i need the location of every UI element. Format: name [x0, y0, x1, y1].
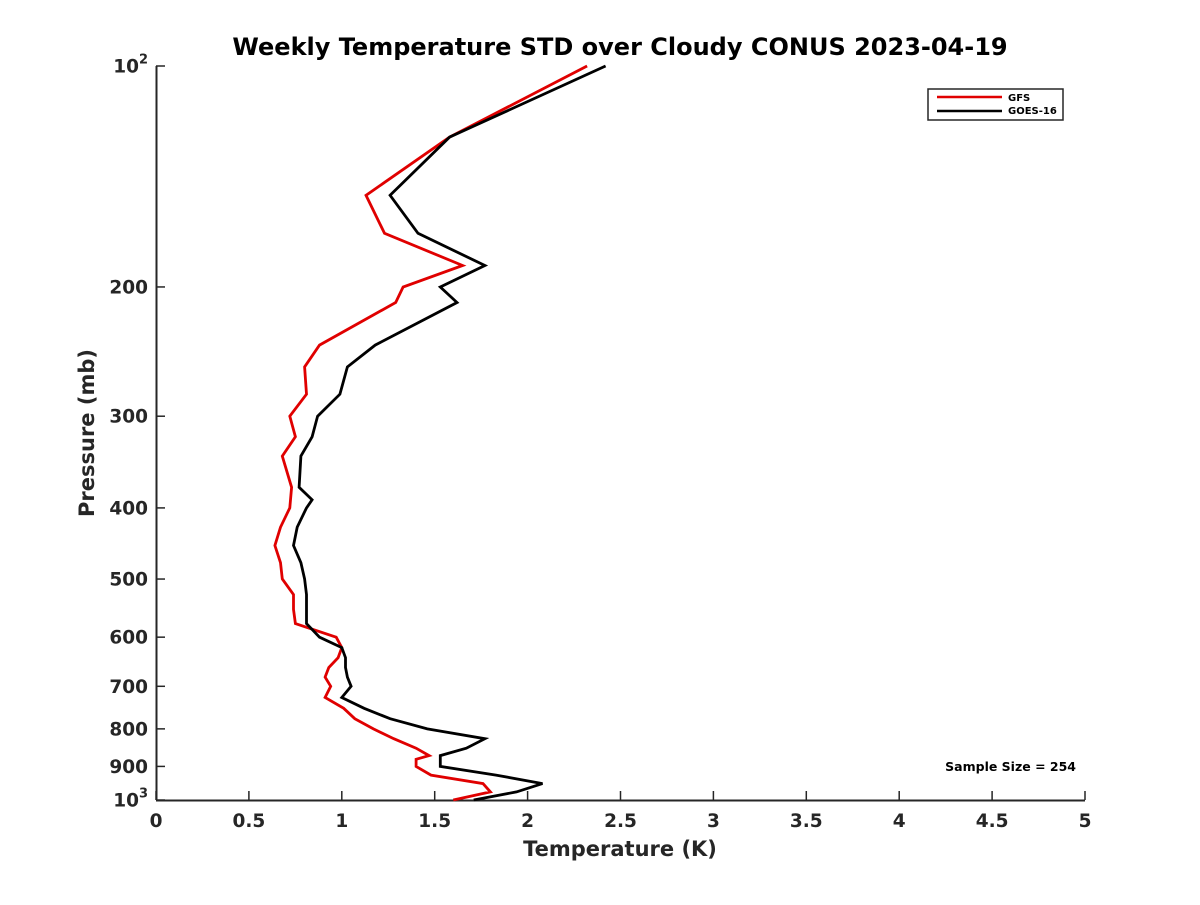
legend-label-gfs: GFS [1008, 93, 1030, 104]
y-tick-label-base: 400 [109, 498, 148, 519]
y-tick-label: 600 [109, 628, 148, 649]
y-tick-label-base: 600 [109, 628, 148, 649]
series-line-goes-16 [292, 64, 607, 802]
y-tick-label: 103 [113, 787, 148, 812]
legend: GFS GOES-16 [927, 88, 1064, 121]
x-tick-label: 5 [1079, 811, 1092, 832]
y-tick-label-exponent: 2 [139, 53, 148, 68]
y-tick-label-base: 700 [109, 677, 148, 698]
y-axis-label: Pressure (mb) [75, 349, 99, 517]
y-tick-label-base: 900 [109, 757, 148, 778]
x-tick-label: 1 [335, 811, 348, 832]
x-tick-label: 2.5 [604, 811, 637, 832]
y-tick-label: 700 [109, 677, 148, 698]
y-tick-label-base: 800 [109, 719, 148, 740]
y-tick-label-base: 200 [109, 277, 148, 298]
x-tick-label: 0 [150, 811, 163, 832]
x-tick-label: 3.5 [790, 811, 823, 832]
x-tick-label: 1.5 [418, 811, 451, 832]
y-tick-label: 102 [113, 53, 148, 78]
x-tick-label: 4.5 [976, 811, 1009, 832]
y-tick-label: 200 [109, 277, 148, 298]
series-group [273, 64, 607, 802]
y-tick-label-base: 10 [113, 791, 139, 812]
x-ticks: 0 0.5 1 1.5 2 2.5 3 3.5 4 4.5 5 [150, 791, 1092, 832]
x-tick-label: 2 [521, 811, 534, 832]
x-axis-label: Temperature (K) [523, 837, 717, 861]
y-tick-label-exponent: 3 [139, 787, 148, 802]
chart-title: Weekly Temperature STD over Cloudy CONUS… [232, 33, 1007, 61]
legend-box [927, 88, 1064, 121]
y-tick-label: 300 [109, 407, 148, 428]
y-tick-label-base: 10 [113, 57, 139, 78]
y-tick-label: 800 [109, 719, 148, 740]
axes [155, 66, 1085, 802]
y-tick-label-base: 500 [109, 570, 148, 591]
y-tick-label-base: 300 [109, 407, 148, 428]
sample-size-annotation: Sample Size = 254 [945, 759, 1076, 774]
y-tick-label: 400 [109, 498, 148, 519]
x-tick-label: 3 [707, 811, 720, 832]
legend-label-goes-16: GOES-16 [1008, 106, 1057, 117]
x-tick-label: 4 [893, 811, 906, 832]
y-tick-label: 500 [109, 570, 148, 591]
x-tick-label: 0.5 [233, 811, 266, 832]
y-tick-label: 900 [109, 757, 148, 778]
series-line-gfs [273, 64, 588, 802]
